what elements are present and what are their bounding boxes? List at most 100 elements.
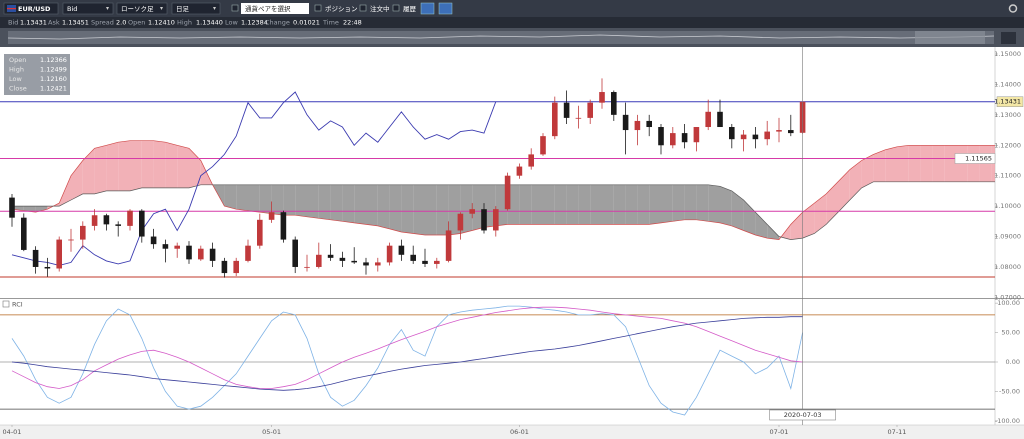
cloud-segment	[649, 184, 661, 225]
rci-plot	[0, 305, 995, 416]
y-tick-label: 1.08000	[994, 263, 1021, 271]
y-tick-label: 1.09000	[994, 233, 1021, 241]
cloud-segment	[873, 149, 886, 182]
candle-body	[634, 120, 641, 131]
cloud-segment	[590, 184, 602, 225]
cloud-segment	[802, 203, 815, 239]
cloud-segment	[755, 212, 768, 239]
chart-kind: ローソク足	[121, 5, 154, 13]
cloud-segment	[130, 140, 142, 191]
cloud-segment	[696, 184, 709, 222]
cloud-segment	[613, 184, 626, 225]
candle-body	[729, 127, 735, 140]
candle-body	[752, 134, 759, 140]
candle-body	[233, 260, 239, 274]
cloud-segment	[35, 206, 48, 213]
price-label: 1.13431	[994, 98, 1021, 106]
cloud-segment	[908, 145, 921, 182]
candle-body	[327, 254, 334, 258]
candle-body	[528, 154, 534, 167]
ohlc-value: 1.12421	[40, 85, 67, 93]
cloud-segment	[318, 184, 331, 220]
quote-label: Change	[265, 19, 290, 27]
quote-label: Time	[322, 19, 339, 27]
candle-body	[162, 244, 169, 249]
settings-icon[interactable]	[1008, 4, 1018, 13]
candle-body	[705, 111, 711, 128]
navigator-window[interactable]	[915, 31, 985, 44]
option-label: ポジション	[325, 5, 358, 13]
cloud-segment	[342, 184, 355, 223]
candle-body	[386, 245, 393, 263]
period-select[interactable]	[171, 2, 221, 15]
candle-body	[398, 245, 405, 255]
candle-body	[469, 209, 475, 214]
cloud-segment	[271, 184, 284, 216]
candle-body	[788, 130, 794, 134]
overlay: 1.15000 1.14000 1.13000 1.12000 1.11000 1.100…	[2, 47, 1024, 436]
candle-body	[457, 213, 464, 231]
candle-body	[9, 197, 15, 218]
checkbox[interactable]	[314, 4, 322, 12]
candle-body	[622, 114, 629, 131]
tool-button[interactable]	[438, 2, 453, 15]
indicator-icon	[2, 300, 10, 308]
cloud-segment	[448, 184, 461, 236]
checkbox[interactable]	[231, 4, 239, 12]
y-tick-label: 1.07000	[994, 293, 1021, 301]
ohlc-value: 1.12160	[40, 75, 67, 83]
candle-body	[611, 92, 617, 115]
candle-body	[174, 245, 180, 249]
quote-label: Ask	[48, 19, 60, 27]
pair-select-button[interactable]	[241, 3, 309, 14]
cloud-segment	[295, 184, 307, 217]
cloud-segment	[743, 200, 756, 236]
cloud-segment	[71, 160, 83, 201]
candle-body	[339, 257, 346, 261]
navigator-button[interactable]	[1001, 32, 1016, 44]
cloud-segment	[720, 186, 732, 226]
candle-body	[304, 266, 310, 268]
chart-kind-select[interactable]	[116, 2, 168, 15]
cloud-segment	[460, 184, 473, 234]
cloud-segment	[366, 184, 378, 226]
ohlc-label: High	[9, 66, 24, 74]
x-tick-label: 05-01	[262, 428, 281, 436]
quote-label: Spread	[91, 19, 114, 27]
candle-body	[646, 120, 652, 128]
cloud-segment	[236, 184, 248, 211]
dropdown-arrow	[106, 7, 109, 10]
navigator-track[interactable]	[8, 31, 994, 44]
candle-body	[103, 215, 110, 225]
option-label: 通貨ペアを選択	[245, 4, 291, 13]
candle-body	[80, 225, 86, 240]
y-tick-label: 1.13000	[994, 111, 1021, 119]
cloud-segment	[118, 140, 130, 191]
checkbox[interactable]	[359, 4, 367, 12]
cloud-segment	[849, 160, 862, 201]
cloud-segment	[814, 193, 827, 234]
cloud-segment	[861, 154, 874, 188]
y-tick-label: 1.10000	[994, 202, 1021, 210]
cloud-segment	[413, 184, 425, 236]
tool-button[interactable]	[420, 2, 435, 15]
symbol-box[interactable]	[3, 2, 59, 15]
cloud-segment	[885, 146, 897, 182]
cloud-segment	[377, 184, 390, 229]
cloud-segment	[566, 184, 579, 225]
ohlc-box	[4, 54, 70, 95]
cloud-segment	[920, 145, 933, 182]
candle-body	[740, 134, 747, 140]
x-tick-label: 04-01	[3, 428, 22, 436]
candle-body	[670, 133, 676, 146]
candle-body	[209, 248, 216, 261]
cloud-segment	[82, 148, 95, 194]
quote-value: 1.13451	[62, 19, 89, 27]
price-side-select[interactable]	[62, 2, 114, 15]
checkbox[interactable]	[392, 4, 400, 12]
quote-label: Open	[128, 19, 145, 27]
cloud-segment	[672, 184, 685, 222]
candle-body	[681, 133, 688, 143]
quote-group: Bid 1.13431 Ask 1.13451 Spread 2.0 Open 1.12410…	[8, 19, 362, 27]
